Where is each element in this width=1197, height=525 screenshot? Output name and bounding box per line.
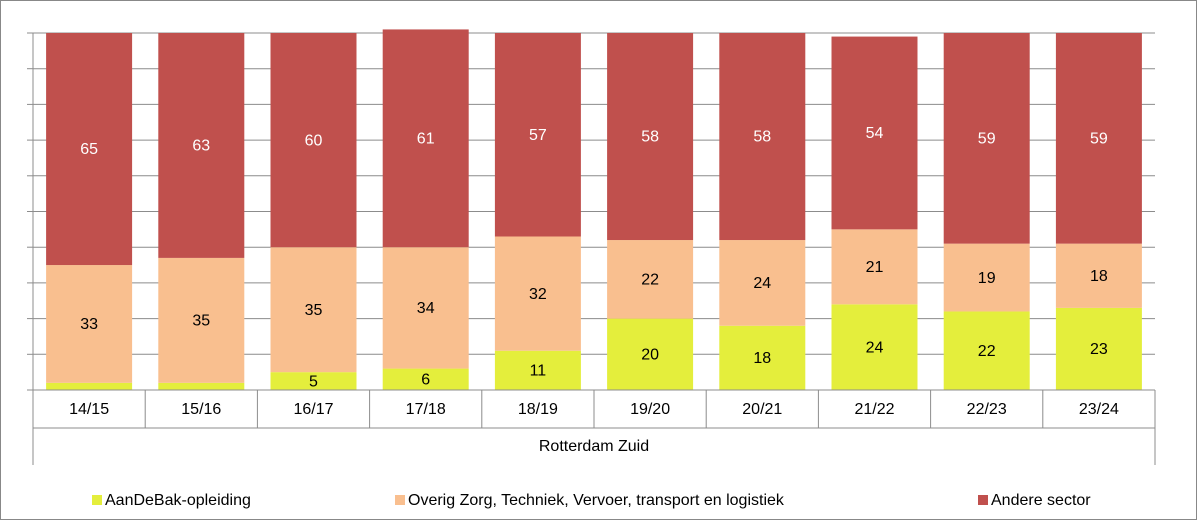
data-label: 18 — [753, 350, 771, 367]
data-label: 61 — [417, 131, 435, 148]
bar-segment — [943, 243, 1030, 312]
legend-swatch — [92, 495, 102, 505]
bar-segment — [158, 382, 245, 390]
bar-segment — [607, 240, 694, 319]
data-label: 35 — [305, 302, 323, 319]
bar-segment — [494, 33, 581, 237]
bar-segment — [46, 382, 133, 390]
legend-label: Overig Zorg, Techniek, Vervoer, transpor… — [408, 492, 785, 509]
data-label: 34 — [417, 300, 435, 317]
group-label: Rotterdam Zuid — [539, 438, 649, 455]
bar-segment — [607, 33, 694, 241]
x-tick-label: 20/21 — [742, 401, 782, 418]
data-label: 57 — [529, 127, 547, 144]
bar-segment — [1055, 307, 1142, 390]
data-label: 58 — [641, 129, 659, 146]
data-label: 23 — [1090, 341, 1108, 358]
data-label: 59 — [978, 131, 996, 148]
bar-segment — [831, 36, 918, 230]
bar-segment — [719, 33, 806, 241]
data-label: 32 — [529, 286, 547, 303]
data-label: 22 — [641, 272, 659, 289]
bar-segment — [270, 33, 357, 248]
x-tick-label: 23/24 — [1079, 401, 1119, 418]
x-tick-label: 14/15 — [69, 401, 109, 418]
data-label: 22 — [978, 343, 996, 360]
bar-segment — [1055, 33, 1142, 244]
bar-segment — [831, 304, 918, 390]
data-label: 21 — [866, 259, 884, 276]
data-label: 5 — [309, 373, 318, 390]
data-label: 63 — [192, 138, 210, 155]
bar-segment — [382, 247, 469, 369]
data-label: 20 — [641, 347, 659, 364]
legend-swatch — [395, 495, 405, 505]
bar-segment — [270, 372, 357, 390]
bar-segment — [1055, 243, 1142, 308]
data-label: 58 — [753, 129, 771, 146]
bar-segment — [494, 236, 581, 351]
x-tick-label: 19/20 — [630, 401, 670, 418]
x-tick-label: 16/17 — [293, 401, 333, 418]
bar-segment — [270, 247, 357, 373]
data-label: 24 — [753, 275, 771, 292]
data-label: 59 — [1090, 131, 1108, 148]
data-label: 33 — [80, 316, 98, 333]
bar-segment — [382, 368, 469, 390]
legend-swatch — [978, 495, 988, 505]
x-tick-label: 17/18 — [406, 401, 446, 418]
data-label: 54 — [866, 125, 884, 142]
bar-segment — [831, 229, 918, 305]
x-tick-label: 21/22 — [854, 401, 894, 418]
x-tick-label: 18/19 — [518, 401, 558, 418]
bar-segment — [46, 265, 133, 383]
bar-segment — [719, 325, 806, 390]
legend-label: Andere sector — [991, 492, 1091, 509]
bar-segment — [382, 29, 469, 248]
data-label: 35 — [192, 313, 210, 330]
data-label: 11 — [530, 363, 547, 380]
bar-segment — [158, 33, 245, 258]
data-label: 19 — [978, 270, 996, 287]
data-label: 6 — [421, 372, 430, 389]
data-label: 24 — [866, 339, 884, 356]
data-label: 65 — [80, 141, 98, 158]
bar-segment — [943, 33, 1030, 244]
bar-segment — [494, 350, 581, 390]
bar-segment — [607, 318, 694, 390]
data-label: 60 — [305, 132, 323, 149]
legend-label: AanDeBak-opleiding — [105, 492, 251, 509]
x-tick-label: 15/16 — [181, 401, 221, 418]
bar-segment — [46, 33, 133, 266]
bar-segment — [943, 311, 1030, 390]
bar-segment — [719, 240, 806, 326]
data-label: 18 — [1090, 268, 1108, 285]
x-tick-label: 22/23 — [967, 401, 1007, 418]
bar-segment — [158, 257, 245, 383]
